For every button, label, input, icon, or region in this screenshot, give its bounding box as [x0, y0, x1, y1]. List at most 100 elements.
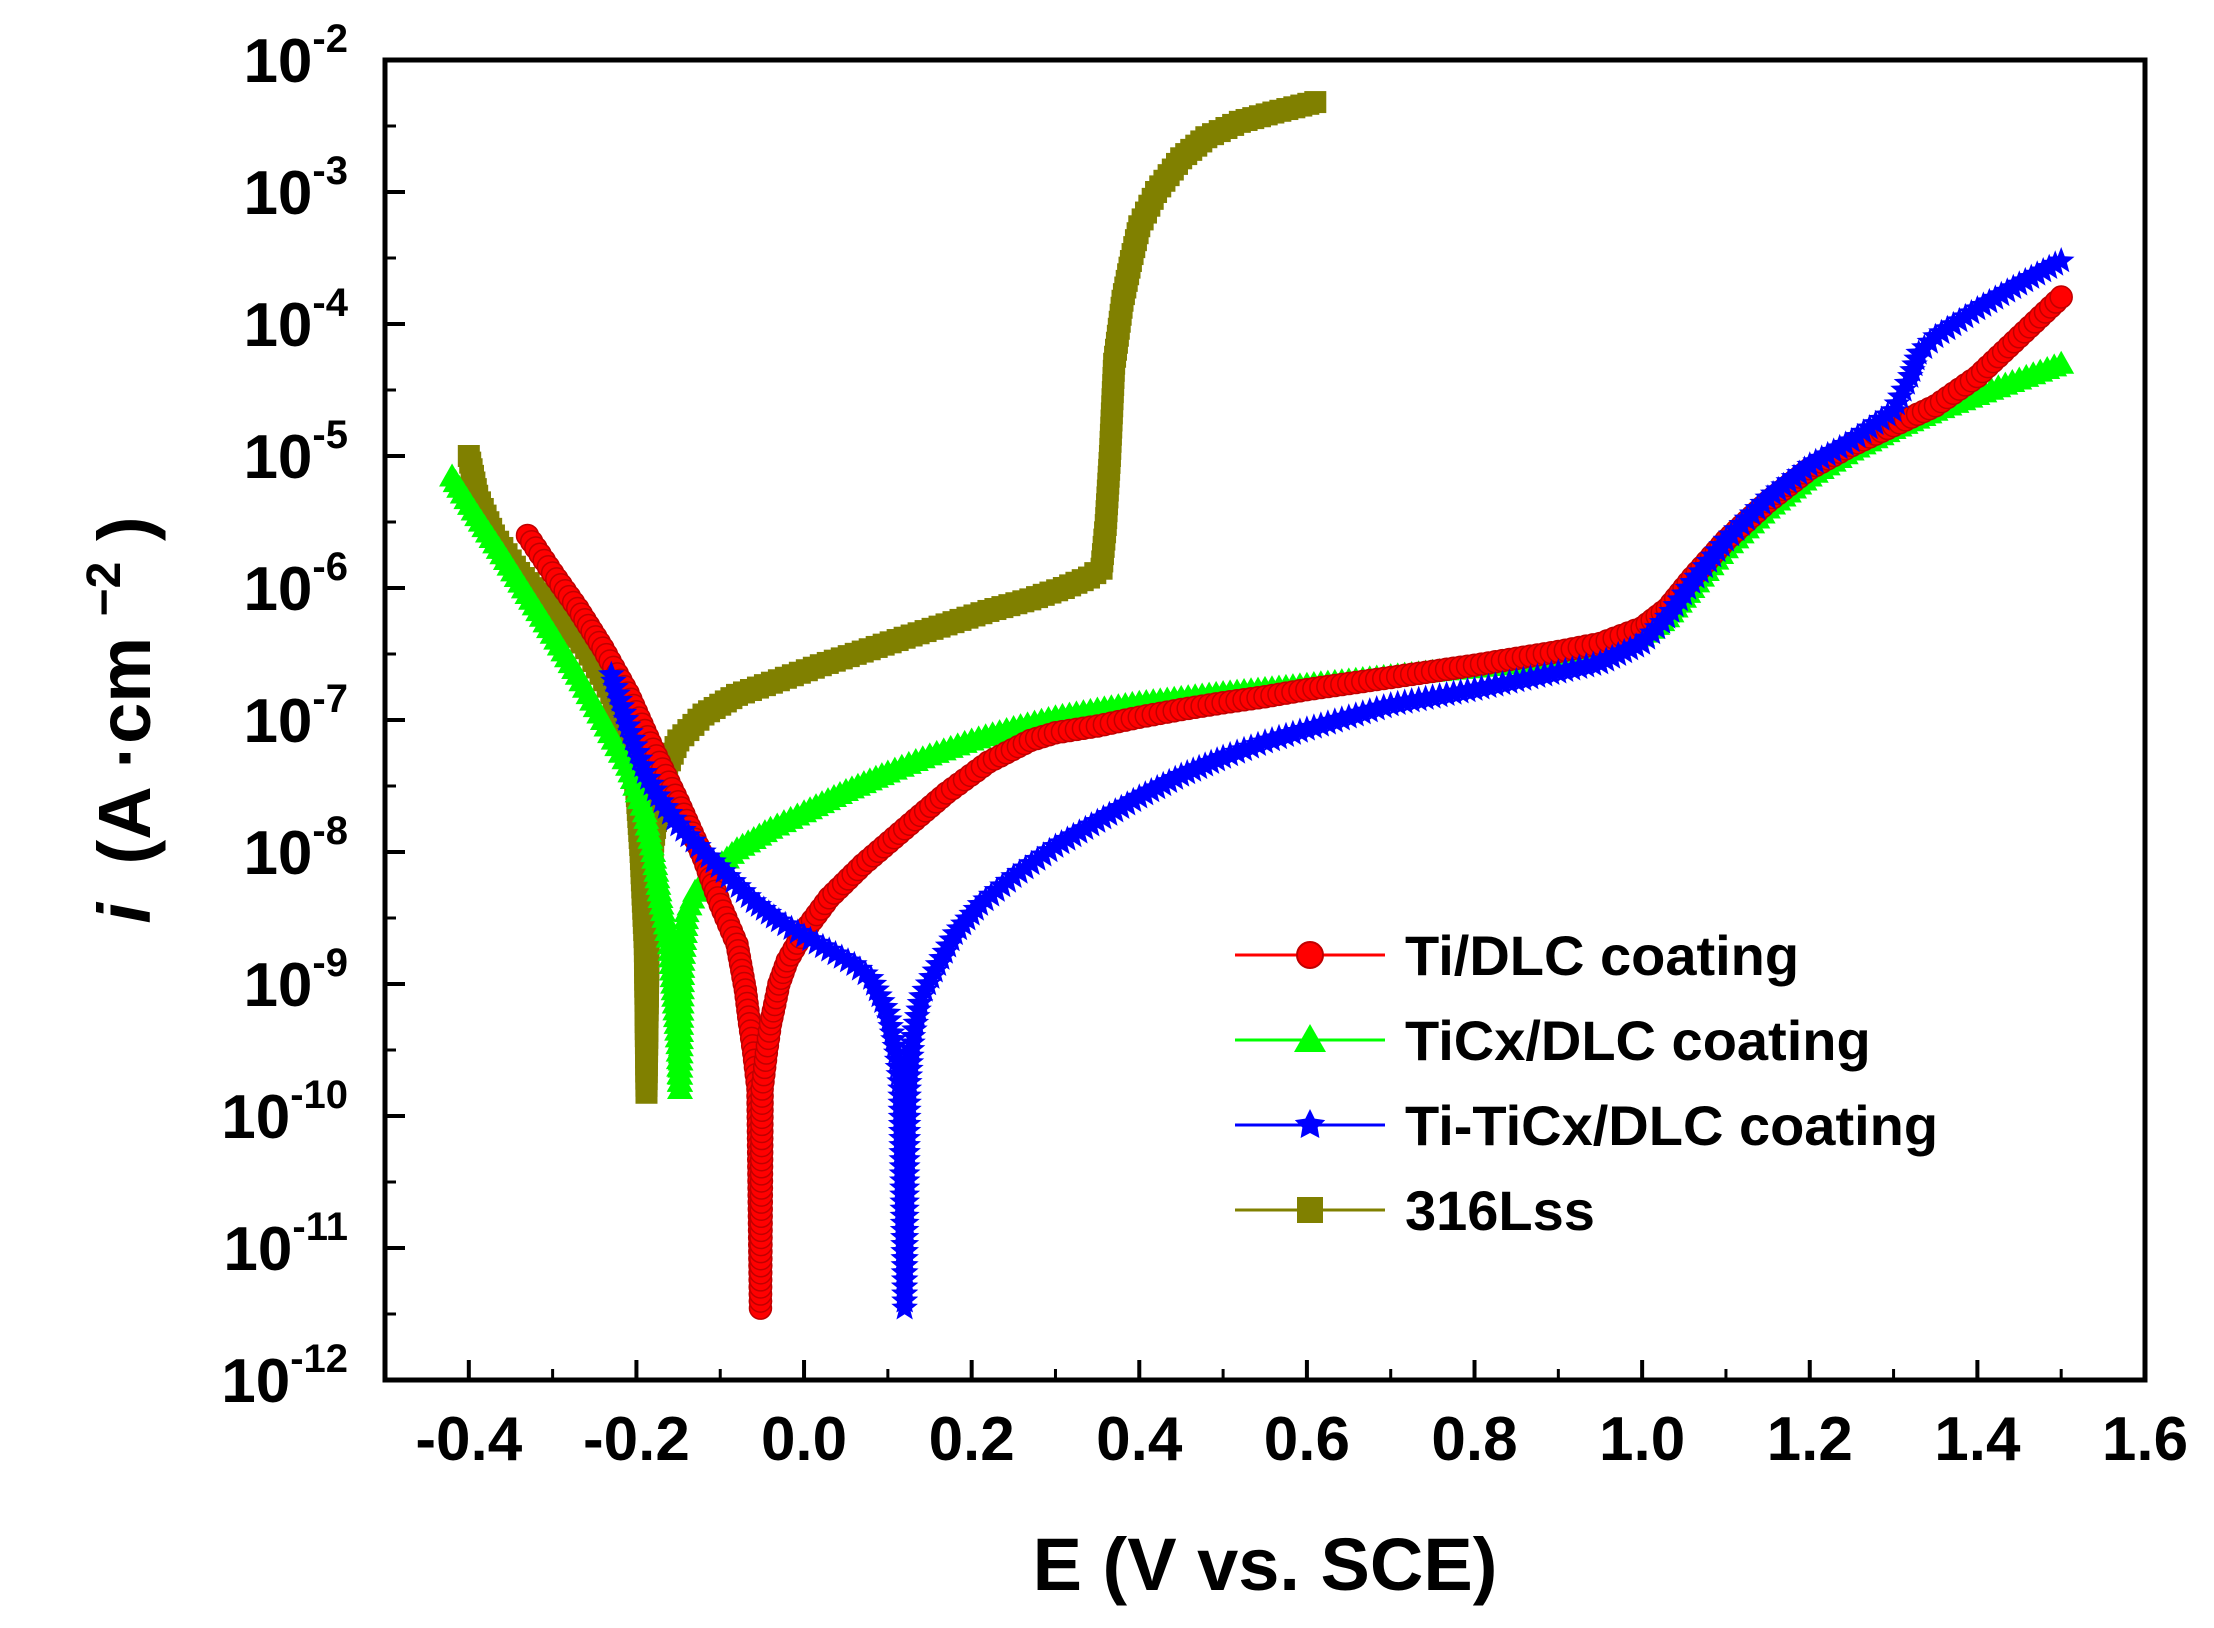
data-point [1209, 743, 1237, 769]
data-point [1223, 738, 1251, 764]
data-point [1796, 451, 1824, 477]
data-point [720, 867, 747, 893]
data-point [1060, 821, 1087, 848]
data-point [1108, 793, 1135, 819]
data-point [828, 943, 856, 969]
data-point [1072, 814, 1099, 840]
data-point [2035, 253, 2063, 279]
data-point [784, 918, 812, 944]
data-point [740, 887, 768, 914]
y-axis-title: i (A ·cm −2 ) [53, 516, 166, 923]
legend-item-ti-ticx-dlc: Ti-TiCx/DLC coating [1235, 1094, 1938, 1157]
data-point [1934, 314, 1961, 341]
data-point [1994, 277, 2021, 303]
data-point [1042, 832, 1069, 858]
data-point [797, 925, 824, 952]
data-point [1114, 790, 1141, 816]
legend-marker-ti-dlc [1296, 941, 1324, 969]
data-point [860, 970, 888, 996]
legend-item-ti-dlc: Ti/DLC coating [1235, 924, 1799, 987]
legend-label-ti-ticx-dlc: Ti-TiCx/DLC coating [1405, 1094, 1938, 1157]
y-tick-label: 10-2 [243, 17, 348, 96]
data-point [1084, 807, 1111, 833]
x-tick-label: 1.2 [1767, 1405, 1853, 1474]
x-axis-title: E (V vs. SCE) [1033, 1523, 1498, 1606]
data-point [765, 907, 793, 933]
data-point [730, 877, 757, 903]
y-tick-label: 10-6 [243, 545, 348, 624]
data-point [866, 981, 893, 1008]
x-tick-label: 0.2 [929, 1405, 1015, 1474]
data-point [619, 725, 647, 751]
data-point [715, 862, 742, 888]
y-tick-label: 10-3 [243, 149, 348, 228]
data-point [1946, 306, 1973, 333]
data-point [648, 787, 675, 814]
data-point [2017, 263, 2045, 289]
data-point [735, 882, 762, 909]
data-point [670, 816, 697, 842]
data-point [1090, 804, 1117, 830]
data-point [638, 770, 665, 796]
y-tick-label: 10-11 [223, 1205, 348, 1284]
data-point [857, 964, 885, 990]
y-axis-symbol: i [83, 902, 166, 924]
data-point [631, 758, 659, 784]
data-point [710, 857, 737, 884]
y-tick-label: 10-4 [243, 281, 348, 360]
data-point [822, 939, 849, 966]
y-tick-label: 10-10 [221, 1073, 348, 1152]
x-tick-label: 0.4 [1096, 1405, 1183, 1474]
data-point [1952, 302, 1979, 329]
data-point [2029, 257, 2057, 283]
data-point [1964, 295, 1991, 321]
data-point [644, 782, 672, 808]
data-point [656, 799, 684, 825]
data-point [815, 936, 843, 962]
x-tick-label: 0.0 [761, 1405, 847, 1474]
y-tick-label: 10-7 [243, 677, 348, 756]
data-point [1120, 786, 1147, 812]
plot-frame [382, 57, 2148, 1383]
data-point [700, 847, 727, 874]
x-tick-label: 1.4 [1934, 1405, 2021, 1474]
data-point [1230, 735, 1258, 762]
data-point [852, 959, 879, 986]
data-point [629, 751, 656, 778]
legend-item-ticx-dlc: TiCx/DLC coating [1235, 1009, 1871, 1072]
data-point [2048, 350, 2075, 374]
legend-label-316lss: 316Lss [1405, 1179, 1595, 1242]
x-tick-label: -0.4 [415, 1405, 522, 1474]
data-point [1958, 298, 1985, 325]
legend-label-ticx-dlc: TiCx/DLC coating [1405, 1009, 1871, 1072]
data-point [652, 793, 680, 819]
data-point [2023, 260, 2051, 286]
data-point [846, 955, 874, 981]
data-point [755, 899, 783, 925]
data-point [624, 738, 651, 764]
data-point [1048, 829, 1075, 855]
legend-marker-ti-ticx-dlc [1294, 1109, 1326, 1138]
data-point [1856, 414, 1883, 440]
x-tick-label: 1.6 [2102, 1405, 2188, 1474]
data-point [680, 827, 707, 853]
data-point [2000, 273, 2027, 300]
data-point [690, 838, 717, 864]
data-point [1940, 310, 1967, 337]
data-point [1054, 825, 1081, 851]
data-point [1820, 437, 1847, 463]
data-point [1216, 740, 1244, 767]
data-point [1832, 430, 1859, 456]
data-point [1149, 770, 1177, 797]
data-point [1982, 284, 2009, 310]
data-point [2006, 270, 2033, 296]
data-point [1143, 773, 1171, 800]
y-axis-unit-exponent: −2 [78, 562, 131, 617]
chart-series [439, 91, 2075, 1320]
data-point [1826, 433, 1853, 460]
data-point [745, 891, 773, 917]
data-point [1868, 405, 1895, 431]
data-point [2012, 266, 2039, 293]
data-point [1126, 783, 1153, 809]
y-tick-label: 10-12 [221, 1337, 348, 1416]
